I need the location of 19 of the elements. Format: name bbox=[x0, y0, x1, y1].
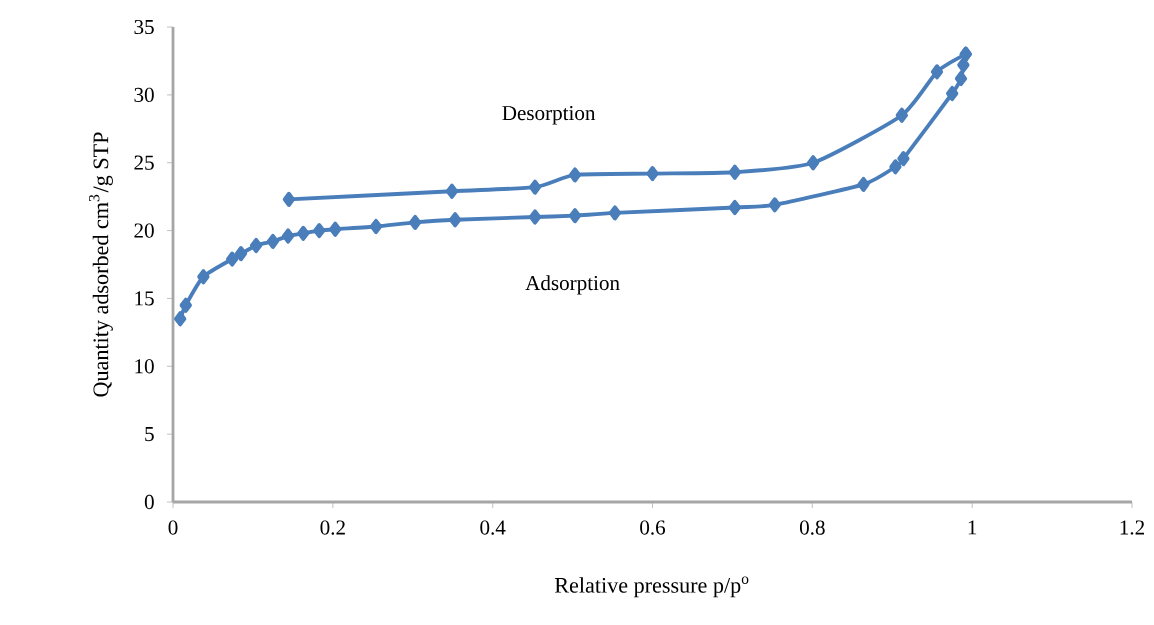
annotation: Desorption bbox=[502, 105, 596, 125]
annotation: Adsorption bbox=[525, 275, 620, 295]
x-tick-label: 1.2 bbox=[1120, 520, 1144, 535]
y-tick-label: 25 bbox=[134, 155, 154, 170]
x-tick-label: 0.2 bbox=[320, 520, 345, 535]
y-tick-label: 35 bbox=[134, 19, 154, 35]
x-tick-label: 1 bbox=[968, 520, 977, 535]
x-tick-label: 0.4 bbox=[480, 520, 506, 535]
x-tick-label: 0 bbox=[168, 520, 178, 535]
y-tick-label: 5 bbox=[145, 427, 154, 442]
x-axis-title: Relative pressure p/p$^{o}$ bbox=[554, 576, 749, 598]
x-tick-label: 0.8 bbox=[799, 520, 825, 535]
y-tick-label: 20 bbox=[134, 223, 154, 238]
y-tick-label: 15 bbox=[135, 291, 154, 306]
y-tick-label: 30 bbox=[134, 87, 154, 102]
x-tick-label: 0.6 bbox=[640, 520, 666, 535]
y-tick-label: 10 bbox=[135, 359, 154, 374]
y-axis-title: Quantity adsorbed cm$^{3}$/g STP bbox=[89, 132, 113, 397]
y-tick-label: 0 bbox=[144, 494, 154, 510]
